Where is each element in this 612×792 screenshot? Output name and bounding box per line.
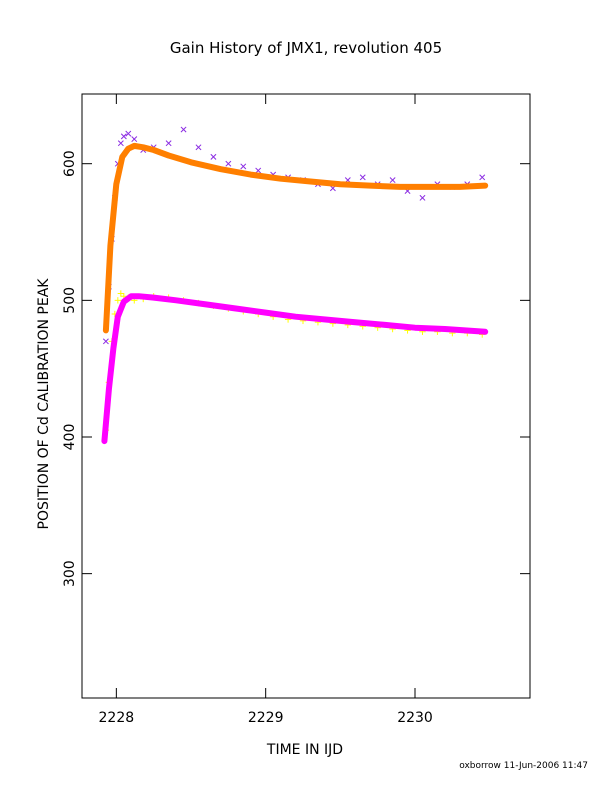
cross-marker — [210, 153, 217, 160]
plus-marker — [117, 290, 125, 297]
x-tick-label: 2229 — [248, 710, 284, 726]
cross-marker — [102, 338, 109, 345]
cross-marker — [195, 144, 202, 151]
cross-marker — [419, 194, 426, 201]
upper-fit-curve — [102, 142, 489, 334]
y-tick-label: 300 — [62, 560, 78, 587]
cross-marker — [125, 130, 132, 137]
y-tick-label: 600 — [62, 150, 78, 177]
cross-marker — [359, 174, 366, 181]
lower-fit-curve — [101, 293, 489, 445]
plus-marker — [114, 297, 122, 304]
cross-marker — [255, 167, 262, 174]
cross-marker — [225, 160, 232, 167]
fit-curves — [101, 142, 489, 445]
cross-marker — [180, 126, 187, 133]
x-axis-label: TIME IN IJD — [266, 742, 343, 758]
cross-marker — [389, 177, 396, 184]
cross-marker — [165, 140, 172, 147]
cross-marker — [117, 140, 124, 147]
cross-marker — [120, 133, 127, 140]
axis-ticks: 2228 2229 2230 300 400 500 600 — [62, 94, 530, 726]
data-markers — [102, 126, 486, 434]
chart-title: Gain History of JMX1, revolution 405 — [170, 39, 442, 57]
y-tick-label: 500 — [62, 287, 78, 314]
footer-note: oxborrow 11-Jun-2006 11:47 — [459, 761, 588, 771]
cross-marker — [479, 174, 486, 181]
cross-marker — [131, 136, 138, 143]
cross-marker — [240, 163, 247, 170]
y-axis-label: POSITION OF Cd CALIBRATION PEAK — [36, 278, 52, 530]
x-tick-label: 2228 — [99, 710, 135, 726]
plot-frame — [81, 93, 531, 699]
x-tick-label: 2230 — [397, 710, 433, 726]
y-tick-label: 400 — [62, 424, 78, 451]
